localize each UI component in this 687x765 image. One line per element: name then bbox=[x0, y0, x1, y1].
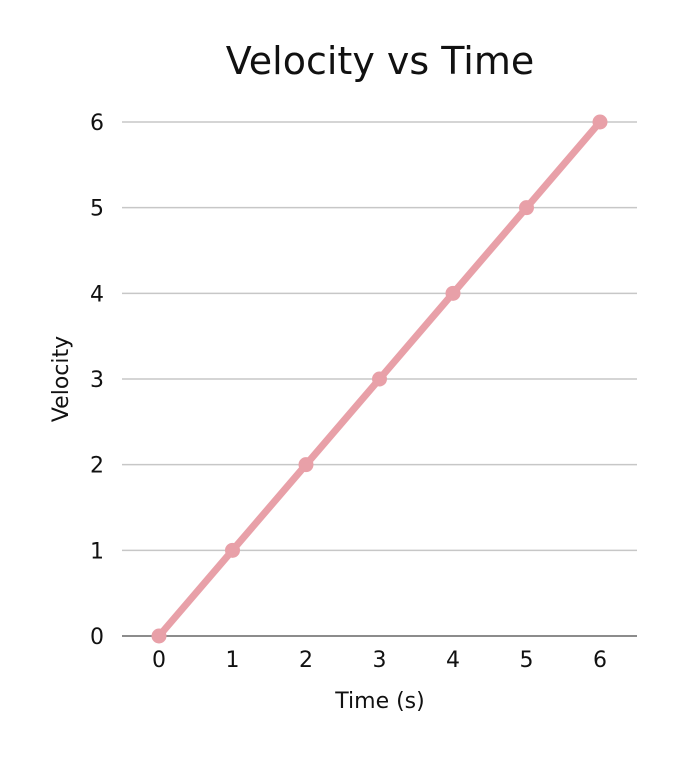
y-tick-label: 1 bbox=[90, 539, 104, 564]
x-tick-label: 2 bbox=[299, 648, 313, 673]
grid-lines bbox=[122, 121, 637, 552]
x-tick-label: 3 bbox=[373, 648, 387, 673]
data-point[interactable] bbox=[151, 628, 167, 644]
y-tick-label: 2 bbox=[90, 454, 104, 479]
data-point[interactable] bbox=[225, 542, 240, 558]
data-point[interactable] bbox=[519, 200, 534, 216]
y-tick-label: 0 bbox=[90, 625, 104, 650]
data-point[interactable] bbox=[445, 285, 461, 301]
y-tick-label: 6 bbox=[90, 111, 104, 136]
x-tick-label: 0 bbox=[152, 648, 166, 673]
y-axis-label: Velocity bbox=[49, 336, 74, 422]
y-axis-ticks: 0 1 2 3 4 5 6 bbox=[90, 111, 104, 650]
y-tick-label: 3 bbox=[90, 368, 104, 393]
x-tick-label: 1 bbox=[226, 648, 240, 673]
y-tick-label: 4 bbox=[90, 282, 104, 307]
data-point[interactable] bbox=[298, 457, 314, 473]
data-series bbox=[151, 114, 608, 644]
data-point[interactable] bbox=[592, 114, 608, 130]
y-tick-label: 5 bbox=[90, 197, 104, 222]
data-point[interactable] bbox=[372, 371, 387, 387]
x-tick-label: 4 bbox=[446, 648, 460, 673]
chart-title: Velocity vs Time bbox=[226, 39, 535, 83]
x-tick-label: 5 bbox=[520, 648, 534, 673]
x-axis-label: Time (s) bbox=[334, 689, 424, 714]
x-tick-label: 6 bbox=[593, 648, 607, 673]
x-axis-ticks: 0 1 2 3 4 5 6 bbox=[152, 648, 607, 673]
